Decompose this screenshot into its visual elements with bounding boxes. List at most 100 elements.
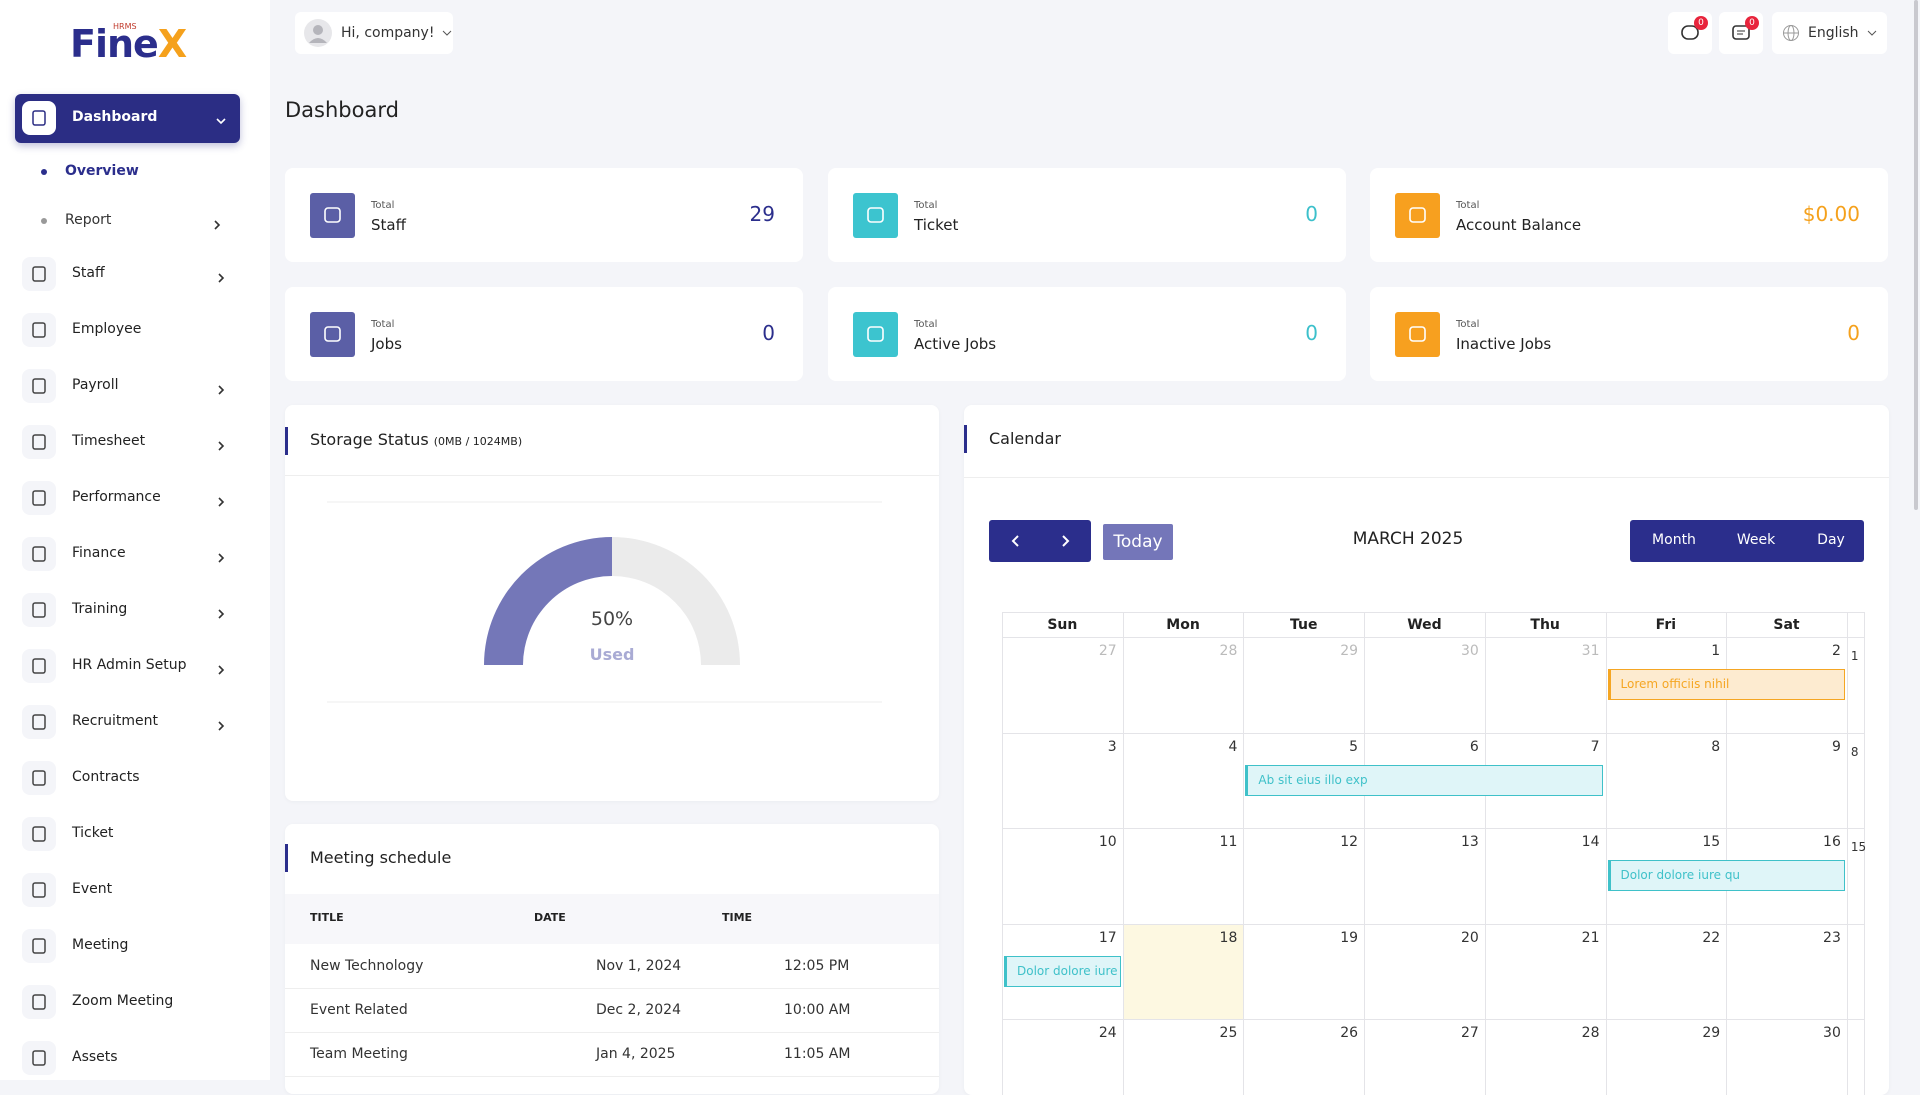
menu-icon (22, 929, 56, 963)
menu-item[interactable]: Performance (15, 478, 240, 518)
menu-icon (22, 817, 56, 851)
message-button[interactable]: 0 (1719, 12, 1763, 54)
menu-label: Recruitment (72, 713, 159, 729)
cell: Team Meeting (310, 1046, 408, 1062)
weekday: Sat (1773, 617, 1800, 633)
grid-line (1002, 1019, 1864, 1020)
menu-item[interactable]: Ticket (15, 814, 240, 854)
grid-line (1605, 612, 1607, 1095)
accent-bar (285, 427, 288, 455)
weekday: Thu (1530, 617, 1560, 633)
grid-line (1364, 612, 1366, 1095)
chevron (215, 112, 227, 125)
grid-line (1726, 612, 1728, 1095)
grid-line (1484, 612, 1486, 1095)
submenu-item[interactable]: Report (15, 210, 240, 234)
menu-item-active[interactable]: Dashboard (15, 94, 240, 143)
menu-label: Meeting (72, 937, 129, 953)
today-button[interactable]: Today (1103, 524, 1173, 560)
event[interactable]: Dolor dolore iure qu (1607, 860, 1845, 891)
menu-item[interactable]: HR Admin Setup (15, 646, 240, 686)
submenu-item[interactable]: Overview (15, 161, 240, 185)
menu-label: Staff (72, 265, 105, 281)
cell: New Technology (310, 958, 424, 974)
cell: Nov 1, 2024 (596, 958, 682, 974)
stat-label: Active Jobs (914, 335, 997, 353)
menu-item[interactable]: Training (15, 590, 240, 630)
menu-item[interactable]: Meeting (15, 926, 240, 966)
message-icon (1732, 25, 1750, 40)
stat-caption: Total (914, 319, 938, 330)
day-number: 29 (1340, 643, 1359, 659)
menu-icon (22, 481, 56, 515)
day-number: 23 (1823, 929, 1841, 946)
menu-icon (22, 705, 56, 739)
menu-item[interactable]: Payroll (15, 366, 240, 406)
day-number: 2 (1831, 643, 1841, 659)
logo[interactable]: FineX (70, 22, 187, 66)
stat-caption: Total (914, 200, 938, 211)
week-number: 15 (1850, 840, 1867, 854)
grid-border (1002, 612, 1864, 1095)
day-number: 11 (1219, 834, 1238, 850)
day-number: 27 (1098, 643, 1117, 659)
badge: 0 (1694, 16, 1708, 30)
menu-item[interactable]: Zoom Meeting (15, 982, 240, 1022)
logo-accent: X (157, 22, 187, 66)
language-select[interactable]: English (1772, 12, 1887, 54)
menu-label: Assets (72, 1049, 118, 1065)
nav-arrows[interactable] (989, 520, 1091, 562)
day-number: 29 (1702, 1025, 1721, 1041)
event[interactable]: Ab sit eius illo exp (1245, 764, 1604, 796)
view-button[interactable]: Month (1652, 532, 1696, 548)
view-button[interactable]: Week (1736, 532, 1776, 548)
stat-caption: Total (371, 319, 395, 330)
stat-label: Jobs (371, 335, 402, 353)
stat-value: 0 (1305, 202, 1318, 226)
card-title: Calendar (989, 429, 1061, 448)
day-number: 21 (1581, 929, 1600, 946)
day-number: 15 (1702, 834, 1721, 850)
menu-item[interactable]: Contracts (15, 758, 240, 798)
day-number: 24 (1098, 1025, 1117, 1041)
day-number: 28 (1581, 1025, 1600, 1041)
menu-item[interactable]: Staff (15, 254, 240, 294)
menu-item[interactable]: Timesheet (15, 422, 240, 462)
grid-line (1846, 612, 1848, 1095)
stat-icon (310, 193, 355, 238)
menu-label: Payroll (72, 377, 119, 393)
day-number: 3 (1107, 738, 1117, 755)
column-header: TIME (722, 911, 753, 924)
menu-item[interactable]: Employee (15, 310, 240, 350)
gauge-free (612, 537, 740, 665)
storage-card: Storage Status (0MB / 1024MB) 50% Used (285, 405, 939, 801)
event[interactable]: Lorem officiis nihil (1607, 669, 1845, 700)
event[interactable]: Dolor dolore iure (1004, 955, 1121, 987)
menu-item[interactable]: Assets (15, 1038, 240, 1078)
meeting-card: Meeting schedule TITLE DATE TIME New Techno… (285, 824, 939, 1094)
logo-main: Fine (70, 22, 159, 66)
menu-icon (22, 537, 56, 571)
menu-item[interactable]: Recruitment (15, 702, 240, 742)
weekday: Fri (1655, 617, 1677, 633)
bullet (41, 169, 47, 175)
stat-value: 0 (762, 321, 775, 345)
day-number: 10 (1098, 834, 1117, 850)
menu-icon (22, 369, 56, 403)
view-button[interactable]: Day (1817, 532, 1845, 548)
day-number: 27 (1460, 1025, 1479, 1041)
menu-item[interactable]: Event (15, 870, 240, 910)
menu-label: Dashboard (72, 109, 158, 125)
chat-button[interactable]: 0 (1668, 12, 1712, 54)
menu-label: HR Admin Setup (72, 657, 187, 673)
day-number: 13 (1460, 834, 1479, 850)
stat-caption: Total (1456, 319, 1480, 330)
user-menu[interactable]: Hi, company! (295, 12, 453, 54)
chevron (215, 269, 227, 283)
stat-caption: Total (1456, 200, 1480, 211)
menu-item[interactable]: Finance (15, 534, 240, 574)
weekday: Tue (1289, 617, 1318, 633)
stat-label: Inactive Jobs (1456, 335, 1552, 353)
menu-icon (22, 593, 56, 627)
